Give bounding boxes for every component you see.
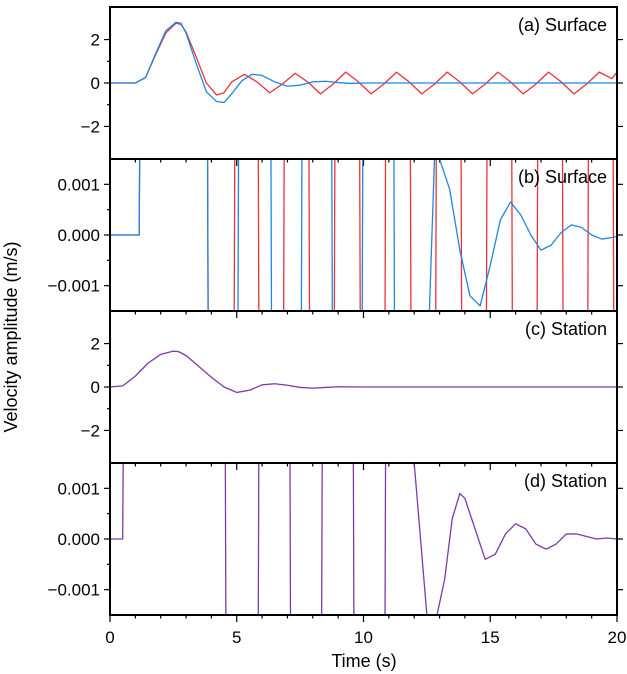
x-tick-label: 15: [481, 628, 500, 647]
panel-title: (d) Station: [524, 471, 607, 491]
x-tick-label: 0: [105, 628, 114, 647]
y-tick-label: 0: [91, 74, 100, 93]
y-tick-label: 0: [91, 378, 100, 397]
y-tick-label: 0.001: [57, 175, 100, 194]
panel-title: (b) Surface: [518, 167, 607, 187]
series-line-blue: [110, 21, 617, 104]
panel-1: 2 0 −2 (a) Surface: [81, 6, 623, 166]
panel-series-group: [110, 350, 617, 394]
x-tick-label: 10: [354, 628, 373, 647]
panel-series-group: [110, 463, 617, 615]
series-line-red: [110, 159, 617, 311]
x-axis-title: Time (s): [331, 651, 396, 671]
panel-frame: [109, 462, 618, 616]
y-tick-label: 0.001: [57, 479, 100, 498]
y-axis-title: Velocity amplitude (m/s): [1, 241, 21, 432]
panel-2: 0.001 0.000 −0.001 (b) Surface: [48, 158, 623, 318]
panel-4: 0.001 0.000 −0.001 (d) Station: [48, 462, 623, 622]
y-tick-label: −0.001: [48, 277, 100, 296]
x-tick-label: 5: [232, 628, 241, 647]
panel-3: 2 0 −2 (c) Station: [81, 310, 623, 470]
x-tick-label: 20: [608, 628, 627, 647]
y-tick-label: 2: [91, 31, 100, 50]
panel-title: (c) Station: [525, 319, 607, 339]
series-line-overlap: [110, 350, 617, 394]
series-line-overlap: [110, 463, 617, 615]
y-tick-label: 2: [91, 335, 100, 354]
series-line-blue: [110, 159, 617, 311]
panel-series-group: [110, 21, 617, 104]
y-tick-label: −0.001: [48, 581, 100, 600]
y-tick-label: 0.000: [57, 530, 100, 549]
y-tick-label: −2: [81, 421, 100, 440]
panel-series-group: [110, 159, 617, 311]
panel-title: (a) Surface: [518, 15, 607, 35]
y-tick-label: 0.000: [57, 226, 100, 245]
y-tick-label: −2: [81, 117, 100, 136]
